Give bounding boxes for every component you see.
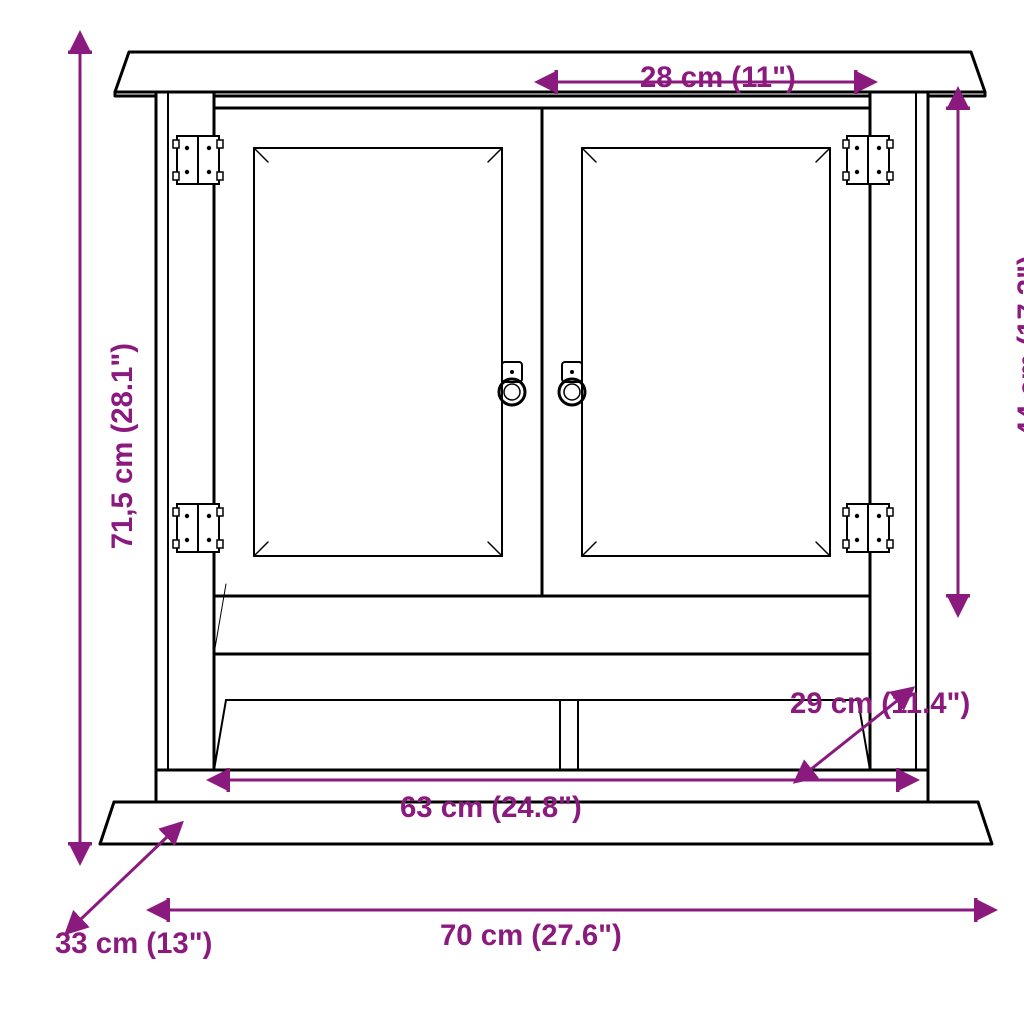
- cabinet-line-drawing: [0, 0, 1024, 1024]
- dim-width-70: 70 cm (27.6"): [440, 920, 622, 952]
- dim-depth-33: 33 cm (13"): [55, 928, 212, 960]
- dim-open-w-63: 63 cm (24.8"): [400, 792, 582, 824]
- dim-height-715: 71,5 cm (28.1"): [107, 343, 139, 549]
- dim-door-w-28: 28 cm (11"): [640, 62, 796, 94]
- dim-door-h-44: 44 cm (17.3"): [1013, 255, 1024, 437]
- dim-open-d-29: 29 cm (11.4"): [790, 688, 970, 720]
- diagram-stage: 71,5 cm (28.1") 33 cm (13") 70 cm (27.6"…: [0, 0, 1024, 1024]
